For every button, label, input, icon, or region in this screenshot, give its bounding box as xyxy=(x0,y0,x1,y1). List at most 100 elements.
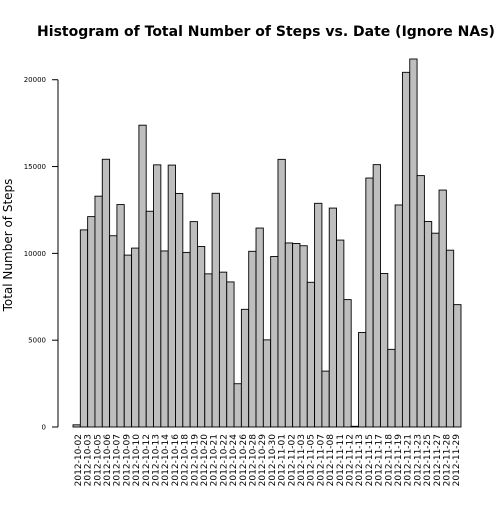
histogram-bar xyxy=(116,204,125,428)
x-tick-label: 2012-10-30 xyxy=(268,434,278,487)
histogram-bar xyxy=(109,235,118,428)
histogram-bar xyxy=(321,370,330,428)
histogram-bar xyxy=(145,210,154,428)
histogram-bar xyxy=(438,189,447,428)
histogram-bar xyxy=(431,232,440,428)
y-axis: 0 5000 10000 15000 20000 xyxy=(24,76,59,432)
x-tick-label: 2012-11-27 xyxy=(433,434,443,486)
y-tick-label: 0 xyxy=(42,424,46,432)
histogram-bar xyxy=(160,250,169,428)
histogram-bar xyxy=(343,299,352,428)
x-tick-label: 2012-10-06 xyxy=(103,434,113,487)
x-tick-label: 2012-10-18 xyxy=(181,434,191,487)
x-tick-label: 2012-10-29 xyxy=(258,434,268,487)
histogram-bar xyxy=(401,71,411,428)
histogram-bar xyxy=(255,227,264,428)
histogram-bar xyxy=(292,242,301,428)
x-tick-label: 2012-11-28 xyxy=(442,434,452,487)
histogram-bar xyxy=(248,250,257,428)
histogram-bar xyxy=(189,221,198,428)
histogram-bar xyxy=(270,256,279,428)
histogram-bar xyxy=(328,207,338,428)
histogram-bar xyxy=(314,202,323,428)
histogram-bar xyxy=(101,158,111,428)
histogram-bar xyxy=(416,175,425,428)
histogram-bar xyxy=(79,229,89,428)
histogram-bar xyxy=(445,249,455,428)
histogram-bar xyxy=(123,254,133,428)
histogram-bar xyxy=(284,242,294,428)
histogram-bar xyxy=(211,192,220,428)
bars xyxy=(72,58,462,428)
histogram-bar xyxy=(218,271,228,428)
x-tick-label: 2012-10-20 xyxy=(200,434,210,487)
histogram-bar xyxy=(299,245,308,428)
y-axis-label: Total Number of Steps xyxy=(1,179,15,313)
histogram-bar xyxy=(394,204,403,428)
x-tick-label: 2012-11-12 xyxy=(345,434,355,486)
x-tick-label: 2012-10-16 xyxy=(171,434,181,487)
histogram-bar xyxy=(131,247,140,428)
x-tick-label: 2012-11-23 xyxy=(413,434,423,486)
histogram-bar xyxy=(240,308,250,428)
y-tick-label: 10000 xyxy=(24,250,46,258)
histogram-bar xyxy=(182,251,191,428)
x-tick-label: 2012-10-12 xyxy=(142,434,152,486)
histogram-bar xyxy=(196,246,206,428)
x-tick-label: 2012-11-17 xyxy=(375,434,385,486)
histogram-bar xyxy=(358,332,367,428)
histogram-bar xyxy=(372,164,381,428)
histogram-bar xyxy=(423,221,433,428)
x-tick-label: 2012-10-14 xyxy=(161,434,171,487)
histogram-bar xyxy=(204,273,213,428)
x-tick-label: 2012-10-09 xyxy=(122,434,132,487)
x-tick-label: 2012-11-25 xyxy=(423,434,433,486)
x-tick-label: 2012-10-28 xyxy=(248,434,258,487)
histogram-bar xyxy=(409,58,418,428)
histogram-bar xyxy=(72,424,81,428)
x-axis-ticks: 2012-10-02 2012-10-03 2012-10-05 2012-10-06… xyxy=(74,434,462,487)
x-tick-label: 2012-10-21 xyxy=(210,434,220,486)
y-tick-label: 20000 xyxy=(24,76,46,84)
y-tick-label: 15000 xyxy=(24,163,46,171)
histogram-bar xyxy=(336,239,345,428)
histogram-bar xyxy=(233,383,242,428)
histogram-bar xyxy=(175,192,184,428)
x-tick-label: 2012-11-02 xyxy=(287,434,297,486)
histogram-bar xyxy=(262,339,272,428)
histogram-bar xyxy=(387,348,396,428)
histogram-bar xyxy=(138,124,147,428)
x-tick-label: 2012-11-29 xyxy=(452,434,462,487)
chart-title: Histogram of Total Number of Steps vs. D… xyxy=(37,24,495,40)
histogram-bar xyxy=(350,425,359,428)
histogram-bar xyxy=(277,158,286,428)
histogram-bar xyxy=(306,281,316,428)
x-tick-label: 2012-10-02 xyxy=(74,434,84,486)
x-tick-label: 2012-10-19 xyxy=(190,434,200,487)
x-tick-label: 2012-11-03 xyxy=(297,434,307,486)
x-tick-label: 2012-10-22 xyxy=(219,434,229,486)
x-tick-label: 2012-11-01 xyxy=(278,434,288,486)
histogram-bar xyxy=(153,164,162,428)
histogram-bar xyxy=(226,281,235,428)
x-tick-label: 2012-10-10 xyxy=(132,434,142,487)
x-tick-label: 2012-11-15 xyxy=(365,434,375,486)
x-tick-label: 2012-10-24 xyxy=(229,434,239,487)
y-tick-label: 5000 xyxy=(28,337,46,345)
x-tick-label: 2012-11-05 xyxy=(307,434,317,486)
histogram-bar xyxy=(365,177,374,428)
x-tick-label: 2012-10-26 xyxy=(239,434,249,487)
x-tick-label: 2012-11-18 xyxy=(384,434,394,487)
x-tick-label: 2012-11-07 xyxy=(316,434,326,486)
histogram-bar xyxy=(167,164,176,428)
histogram-bar xyxy=(453,304,462,428)
x-tick-label: 2012-10-03 xyxy=(84,434,94,486)
histogram-bar xyxy=(87,216,96,428)
x-tick-label: 2012-10-07 xyxy=(113,434,123,486)
x-tick-label: 2012-10-13 xyxy=(151,434,161,486)
x-tick-label: 2012-11-21 xyxy=(404,434,414,486)
histogram-bar xyxy=(380,273,389,428)
x-tick-label: 2012-11-08 xyxy=(326,434,336,487)
